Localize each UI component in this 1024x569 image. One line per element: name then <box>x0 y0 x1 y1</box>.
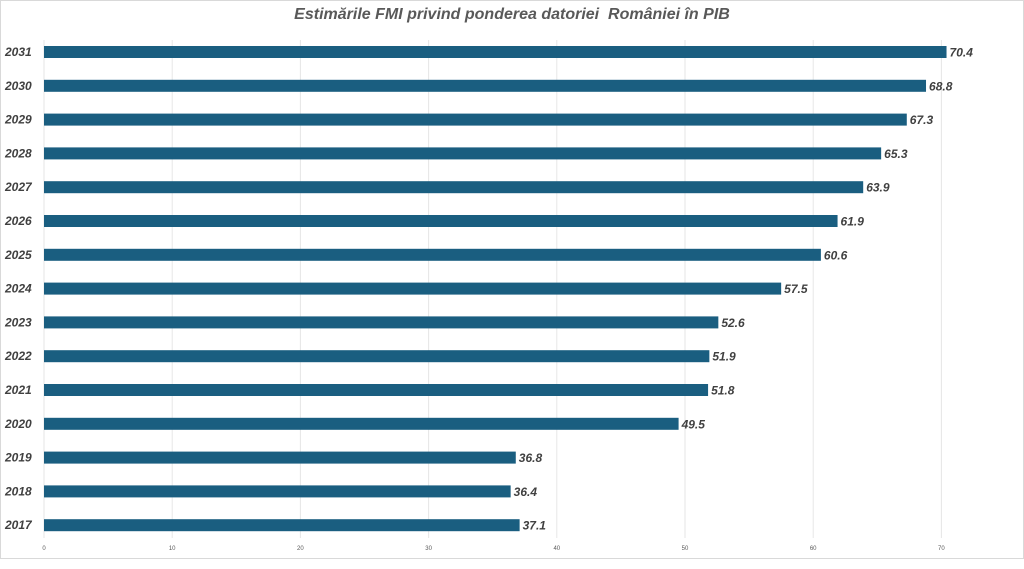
bar-value-label: 70.4 <box>950 46 974 60</box>
bar <box>44 147 882 160</box>
bar-value-label: 51.8 <box>711 384 735 398</box>
bar <box>44 316 719 329</box>
bar <box>44 519 520 532</box>
y-category-label: 2030 <box>4 79 32 93</box>
bar-value-label: 36.4 <box>514 485 538 499</box>
y-category-label: 2026 <box>4 214 32 228</box>
bar-value-label: 57.5 <box>784 282 808 296</box>
y-category-label: 2018 <box>4 484 32 498</box>
bar <box>44 282 782 295</box>
x-tick-label: 20 <box>297 546 304 552</box>
y-category-label: 2028 <box>4 146 32 160</box>
y-category-label: 2024 <box>4 282 32 296</box>
bar <box>44 248 821 261</box>
x-tick-label: 70 <box>938 546 945 552</box>
y-category-label: 2025 <box>4 248 32 262</box>
bar <box>44 215 838 227</box>
bar-value-label: 65.3 <box>884 147 908 161</box>
y-category-label: 2031 <box>4 45 32 59</box>
bar-value-label: 63.9 <box>866 181 890 195</box>
chart-title: Estimările FMI privind ponderea datoriei… <box>294 6 730 23</box>
bar <box>44 46 947 58</box>
x-tick-label: 60 <box>810 546 817 552</box>
y-category-label: 2027 <box>4 180 33 194</box>
y-category-label: 2022 <box>4 349 32 363</box>
y-category-label: 2029 <box>4 113 32 127</box>
x-tick-label: 0 <box>42 546 46 552</box>
bar <box>44 181 864 194</box>
bar <box>44 113 907 126</box>
bar <box>44 350 710 363</box>
y-category-label: 2023 <box>4 315 32 329</box>
x-tick-label: 10 <box>169 546 176 552</box>
bar-value-label: 49.5 <box>681 417 706 431</box>
y-category-label: 2021 <box>4 383 32 397</box>
bar-value-label: 51.9 <box>712 350 736 364</box>
bar-value-label: 68.8 <box>929 79 953 93</box>
bar <box>44 417 679 430</box>
x-tick-label: 40 <box>553 546 560 552</box>
y-category-label: 2020 <box>4 417 32 431</box>
bar-value-label: 52.6 <box>721 316 745 330</box>
bar-value-label: 36.8 <box>519 451 543 465</box>
bar <box>44 79 927 92</box>
y-category-label: 2017 <box>4 518 33 532</box>
y-category-label: 2019 <box>4 451 32 465</box>
bar <box>44 384 709 396</box>
bar-value-label: 60.6 <box>824 248 848 262</box>
bar <box>44 451 516 464</box>
x-tick-label: 50 <box>682 546 689 552</box>
bar <box>44 485 511 498</box>
bar-value-label: 61.9 <box>841 215 865 229</box>
x-tick-label: 30 <box>425 546 432 552</box>
bar-value-label: 67.3 <box>910 113 934 127</box>
bar-value-label: 37.1 <box>523 519 547 533</box>
